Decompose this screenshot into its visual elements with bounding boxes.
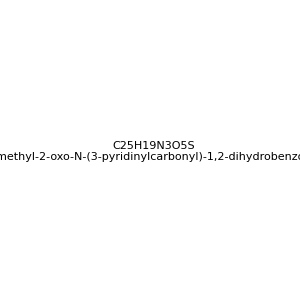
Text: C25H19N3O5S
N-(4-methoxyphenyl)-1-methyl-2-oxo-N-(3-pyridinylcarbonyl)-1,2-dihyd: C25H19N3O5S N-(4-methoxyphenyl)-1-methyl… [0,141,300,162]
